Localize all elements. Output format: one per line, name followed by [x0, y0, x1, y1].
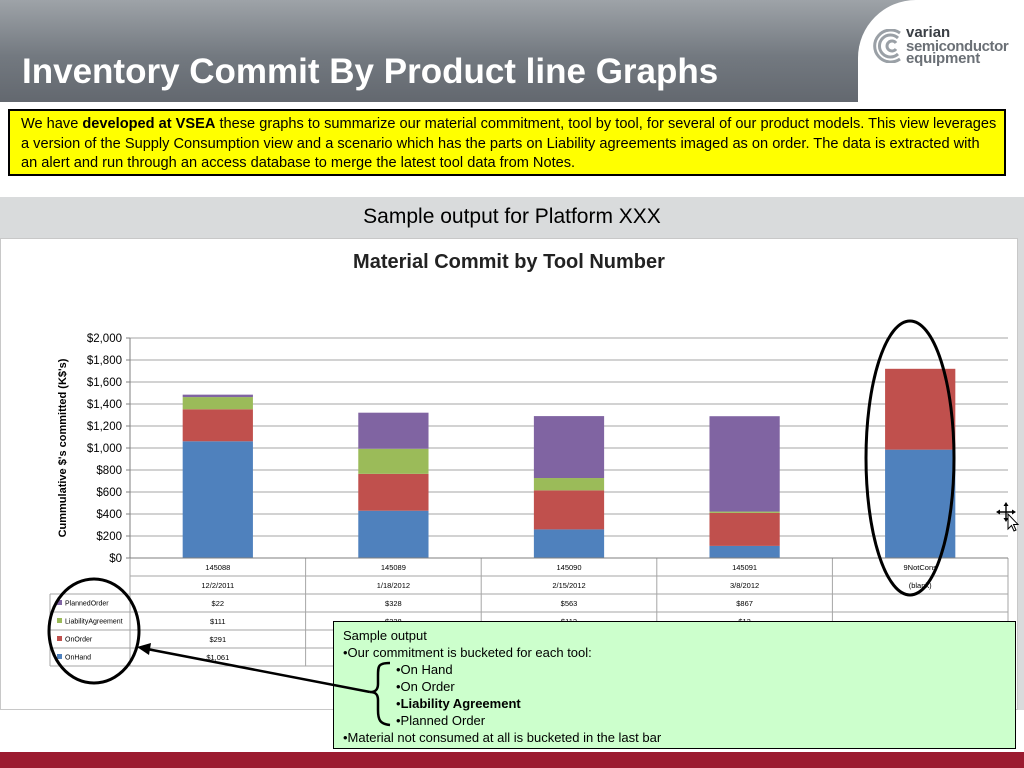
bar-onorder-145088	[182, 409, 253, 442]
chart-title: Material Commit by Tool Number	[353, 251, 665, 273]
bar-plannedorder-145090	[533, 416, 605, 479]
bar-onhand-145090	[533, 529, 605, 558]
callout-sub-liability-bullet: •	[396, 696, 401, 711]
logo-text-equipment: equipment	[906, 50, 981, 67]
table-cell: $1,061	[206, 653, 229, 662]
callout-line1: •Our commitment is bucketed for each too…	[343, 645, 592, 660]
y-tick-label: $1,000	[87, 443, 122, 455]
y-tick-label: $800	[96, 465, 122, 477]
y-axis-label: Cummulative $'s committed (K$'s)	[57, 358, 69, 537]
y-tick-label: $1,800	[87, 355, 122, 367]
slide-title: Inventory Commit By Product line Graphs	[22, 52, 719, 91]
logo-text-semiconductor: semiconductor	[906, 38, 1009, 55]
bar-liabilityagreement-145088	[182, 397, 253, 410]
bar-plannedorder-145088	[182, 394, 253, 398]
bar-plannedorder-145091	[709, 416, 780, 512]
callout-sub-onhand: •On Hand	[396, 662, 453, 677]
callout-sub-liability-label: Liability Agreement	[400, 696, 521, 711]
y-tick-label: $0	[109, 553, 122, 565]
y-tick-label: $200	[96, 531, 122, 543]
intro-bold: developed at VSEA	[82, 116, 216, 132]
callout-sub-liability: •Liability Agreement	[343, 695, 1015, 712]
table-cell: $328	[385, 599, 402, 608]
legend-key-onhand	[57, 654, 62, 659]
section-label: Sample output for Platform XXX	[363, 205, 661, 228]
legend-key-plannedorder	[57, 600, 62, 605]
footer-bar	[0, 752, 1024, 768]
table-cell: $22	[212, 599, 225, 608]
legend-entry: OnOrder	[65, 637, 93, 644]
bar-liabilityagreement-145089	[358, 448, 429, 474]
bar-liabilityagreement-145091	[709, 511, 780, 513]
callout-sub-planned: •Planned Order	[396, 713, 486, 728]
table-category-label: 9NotCons	[904, 563, 938, 572]
callout-sub-onorder: •On Order	[396, 679, 455, 694]
legend-key-onorder	[57, 636, 62, 641]
intro-pre: We have	[21, 116, 83, 132]
bar-onhand-145089	[358, 510, 429, 558]
bar-liabilityagreement-145090	[533, 478, 605, 491]
table-category-label: 145090	[556, 563, 581, 572]
table-category-label: 145091	[732, 563, 757, 572]
table-category-label: 145089	[381, 563, 406, 572]
bar-onorder-145091	[709, 512, 780, 546]
y-tick-label: $1,200	[87, 421, 122, 433]
legend-entry: LiabilityAgreement	[65, 619, 123, 626]
callout-heading: Sample output	[343, 628, 427, 643]
bar-onorder-145089	[358, 473, 429, 511]
bar-plannedorder-145089	[358, 412, 429, 449]
table-date-label: (blank)	[909, 581, 932, 590]
y-tick-label: $1,600	[87, 377, 122, 389]
legend-entry: OnHand	[65, 655, 91, 662]
bar-onhand-145091	[709, 545, 780, 558]
move-cursor-icon	[996, 502, 1020, 532]
y-tick-label: $2,000	[87, 333, 122, 345]
bar-onhand-145088	[182, 441, 253, 558]
bar-onhand-9NotCons	[885, 449, 956, 558]
callout-line2: •Material not consumed at all is buckete…	[343, 730, 662, 745]
section-band	[0, 197, 1024, 238]
table-cell: $867	[736, 599, 753, 608]
table-date-label: 2/15/2012	[552, 581, 585, 590]
callout-box: Sample output •Our commitment is buckete…	[333, 621, 1016, 749]
edge-strip	[1018, 238, 1024, 710]
y-tick-label: $600	[96, 487, 122, 499]
table-cell: $111	[210, 617, 226, 626]
varian-logo-icon	[873, 29, 901, 63]
logo-text-varian: varian	[906, 24, 951, 41]
table-date-label: 3/8/2012	[730, 581, 759, 590]
intro-text-box: We have developed at VSEA these graphs t…	[8, 109, 1006, 176]
intro-post: these graphs to summarize our material c…	[21, 116, 997, 171]
table-cell: $291	[209, 635, 226, 644]
y-tick-label: $1,400	[87, 399, 122, 411]
table-category-label: 145088	[205, 563, 230, 572]
bar-onorder-145090	[533, 490, 605, 530]
legend-entry: PlannedOrder	[65, 601, 109, 608]
table-cell: $563	[561, 599, 578, 608]
bar-onorder-9NotCons	[885, 368, 956, 450]
y-tick-label: $400	[96, 509, 122, 521]
logo: varian semiconductor equipment	[858, 0, 1024, 102]
legend-key-liabilityagreement	[57, 618, 62, 623]
table-date-label: 1/18/2012	[377, 581, 410, 590]
table-date-label: 12/2/2011	[201, 581, 234, 590]
title-bar	[0, 0, 1024, 102]
